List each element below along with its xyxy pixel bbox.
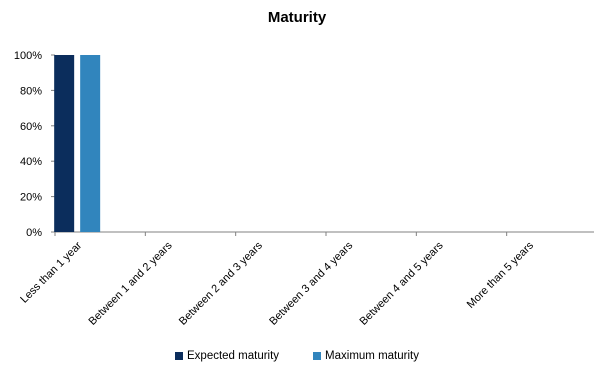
y-tick-label: 80% xyxy=(20,85,42,97)
y-tick-label: 20% xyxy=(20,192,42,204)
y-tick-label: 40% xyxy=(20,156,42,168)
legend-label-expected: Expected maturity xyxy=(187,350,280,362)
chart-title: Maturity xyxy=(267,9,327,26)
legend-item-expected: Expected maturity xyxy=(175,350,279,362)
bar-maximum xyxy=(80,55,101,232)
bar-expected xyxy=(54,55,75,232)
x-tick-label: Between 3 and 4 years xyxy=(267,239,355,327)
y-tick-label: 60% xyxy=(20,121,42,133)
legend-item-maximum: Maximum maturity xyxy=(313,350,419,362)
x-tick-label: Between 4 and 5 years xyxy=(358,239,446,327)
legend-label-maximum: Maximum maturity xyxy=(325,350,419,362)
x-tick-label: More than 5 years xyxy=(465,239,537,311)
y-tick-label: 0% xyxy=(26,227,42,239)
x-tick-label: Between 1 and 2 years xyxy=(87,239,175,327)
y-tick-label: 100% xyxy=(14,50,42,62)
x-tick-label: Less than 1 year xyxy=(18,239,84,305)
legend: Expected maturity Maximum maturity xyxy=(0,350,594,362)
x-tick-label: Between 2 and 3 years xyxy=(177,239,265,327)
legend-swatch-maximum xyxy=(313,352,322,360)
legend-swatch-expected xyxy=(175,352,183,360)
